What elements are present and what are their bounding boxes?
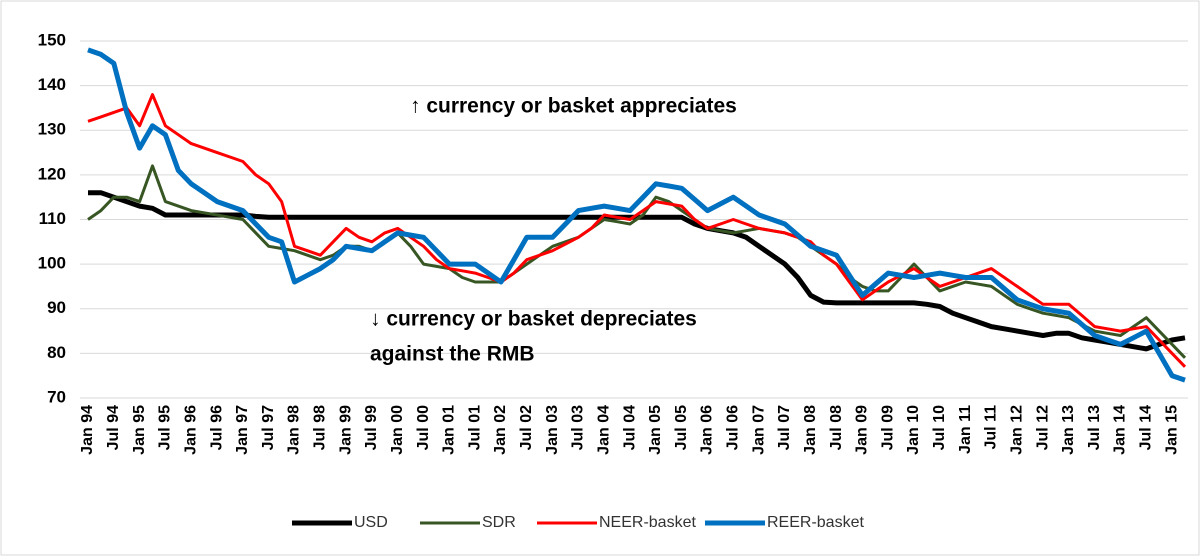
x-tick-label: Jan 08 xyxy=(802,405,819,455)
series-line xyxy=(87,164,1187,359)
x-tick-label: Jan 98 xyxy=(286,405,303,455)
x-tick-label: Jul 07 xyxy=(776,405,793,450)
x-tick-label: Jan 13 xyxy=(1060,405,1077,455)
legend-label: SDR xyxy=(482,514,516,531)
x-tick-label: Jul 94 xyxy=(105,405,122,450)
x-tick-label: Jan 06 xyxy=(699,405,716,455)
x-tick-label: Jan 11 xyxy=(957,405,974,454)
x-tick-label: Jan 14 xyxy=(1112,405,1129,455)
y-tick-label: 110 xyxy=(39,209,66,228)
x-tick-label: Jul 02 xyxy=(518,405,535,450)
x-tick-label: Jul 97 xyxy=(260,405,277,450)
x-tick-label: Jul 95 xyxy=(157,405,174,450)
x-tick-label: Jul 10 xyxy=(931,405,948,450)
series-line xyxy=(88,190,1186,352)
x-tick-label: Jul 99 xyxy=(363,405,380,450)
annotation: against the RMB xyxy=(370,343,535,366)
legend-label: USD xyxy=(354,514,388,531)
y-tick-label: 90 xyxy=(47,298,66,317)
x-tick-label: Jul 04 xyxy=(621,405,638,450)
x-tick-label: Jan 02 xyxy=(492,405,509,455)
x-tick-label: Jul 12 xyxy=(1034,405,1051,450)
x-tick-label: Jan 94 xyxy=(79,405,96,455)
x-tick-label: Jan 00 xyxy=(389,405,406,455)
x-tick-label: Jan 95 xyxy=(131,405,148,455)
x-tick-label: Jul 96 xyxy=(208,405,225,450)
x-tick-label: Jul 13 xyxy=(1086,405,1103,450)
x-tick-label: Jul 11 xyxy=(983,405,1000,450)
x-tick-label: Jan 15 xyxy=(1163,405,1180,455)
x-tick-label: Jan 97 xyxy=(234,405,251,455)
legend-label: NEER-basket xyxy=(599,514,696,531)
series-line xyxy=(87,47,1186,383)
y-tick-label: 100 xyxy=(38,254,66,273)
annotation: ↑ currency or basket appreciates xyxy=(410,95,737,118)
x-tick-label: Jan 05 xyxy=(647,405,664,455)
x-tick-label: Jan 10 xyxy=(905,405,922,455)
x-tick-label: Jul 09 xyxy=(879,405,896,450)
x-tick-label: Jul 98 xyxy=(312,405,329,450)
legend-label: REER-basket xyxy=(767,514,864,531)
x-tick-label: Jan 12 xyxy=(1008,405,1025,455)
x-tick-label: Jan 04 xyxy=(595,405,612,455)
x-tick-label: Jan 09 xyxy=(854,405,871,455)
x-tick-label: Jan 07 xyxy=(750,405,767,455)
x-tick-label: Jan 03 xyxy=(544,405,561,455)
x-tick-label: Jan 99 xyxy=(337,405,354,455)
annotation: ↓ currency or basket depreciates xyxy=(370,308,697,331)
x-tick-label: Jul 03 xyxy=(570,405,587,450)
x-tick-label: Jan 96 xyxy=(182,405,199,455)
x-tick-label: Jul 00 xyxy=(415,405,432,450)
y-tick-label: 130 xyxy=(38,120,66,139)
y-tick-label: 80 xyxy=(47,343,66,362)
y-tick-label: 70 xyxy=(47,387,66,406)
y-tick-label: 150 xyxy=(38,30,66,49)
y-tick-label: 120 xyxy=(38,164,66,183)
series-line xyxy=(87,93,1187,368)
x-tick-label: Jul 01 xyxy=(466,405,483,450)
x-tick-label: Jul 14 xyxy=(1138,405,1155,450)
y-tick-label: 140 xyxy=(38,75,66,94)
x-tick-label: Jan 01 xyxy=(441,405,458,455)
x-tick-label: Jul 05 xyxy=(673,405,690,450)
x-tick-label: Jul 08 xyxy=(828,405,845,450)
x-tick-label: Jul 06 xyxy=(725,405,742,450)
